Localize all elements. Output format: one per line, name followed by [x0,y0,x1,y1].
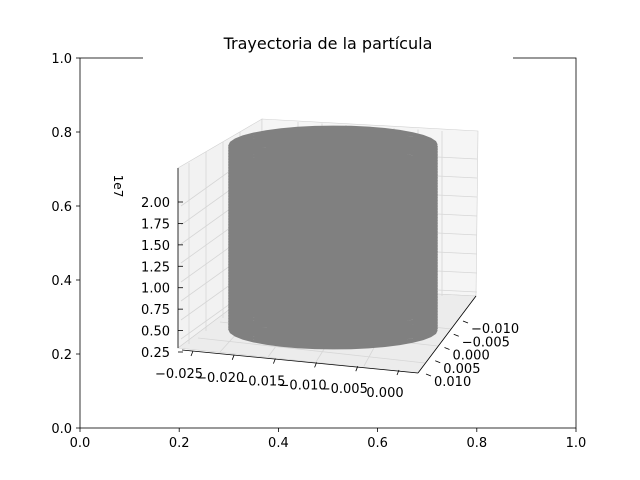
y-tick-3d [453,333,459,337]
background-y-tick-label: 0.8 [51,126,72,141]
background-y-ticks: 0.0 0.2 0.4 0.6 0.8 1.0 [51,52,80,437]
z-tick-label-3d: 1.50 [141,239,170,254]
x-axis-line [181,349,419,374]
x-tick-3d [355,366,359,372]
y-tick-3d [444,347,450,350]
x-tick-3d [396,369,400,376]
z-tick-label-3d: 0.75 [141,303,170,318]
background-x-tick-label: 0.0 [70,436,91,451]
background-x-ticks: 0.0 0.2 0.4 0.6 0.8 1.0 [70,428,587,451]
y-tick-label-3d: 0.010 [434,375,471,390]
x-tick-3d [231,354,235,360]
x-tick-label-3d: −0.010 [279,378,327,393]
y-tick-3d [435,360,441,364]
x-tick-3d [190,350,194,357]
y-tick-3d [462,320,469,324]
trajectory-line [228,125,438,350]
x-tick-3d [273,358,276,364]
background-x-tick-label: 1.0 [566,436,587,451]
z-tick-label-3d: 1.00 [141,282,170,297]
background-x-tick-label: 0.8 [466,436,487,451]
x-tick-label-3d: 0.000 [366,386,403,401]
grid-line [197,337,426,364]
x-tick-label-3d: −0.025 [155,367,203,382]
y-tick-label-3d: 0.005 [443,362,480,377]
y-tick-label-3d: −0.005 [462,335,510,350]
background-y-tick-label: 0.6 [51,200,72,215]
x-tick-label-3d: −0.015 [237,375,285,390]
y-tick-label-3d: 0.000 [453,349,490,364]
z-ticks-3d: 0.25 0.50 0.75 1.00 1.25 1.50 1.75 2.00 [141,196,183,361]
background-x-tick-label: 0.2 [169,436,190,451]
z-tick-label-3d: 0.50 [141,325,170,340]
x-tick-label-3d: −0.005 [320,382,368,397]
y-tick-3d [425,373,432,377]
background-y-tick-label: 0.2 [51,348,72,363]
background-x-tick-label: 0.6 [367,436,388,451]
z-tick-label-3d: 1.75 [141,217,170,232]
trajectory-series [228,125,438,350]
background-y-tick-label: 1.0 [51,52,72,67]
y-axis-line [417,295,477,374]
x-tick-3d [314,362,317,368]
x-tick-label-3d: −0.020 [196,371,244,386]
z-offset-label: 1e7 [111,175,125,198]
z-tick-label-3d: 0.25 [141,346,170,361]
y-tick-label-3d: −0.010 [471,322,519,337]
background-axes: 0.0 0.2 0.4 0.6 0.8 1.0 0.0 0.2 0.4 0.6 0.8 1.0 [51,52,586,451]
z-tick-label-3d: 2.00 [141,196,170,211]
background-y-tick-label: 0.4 [51,274,72,289]
background-x-tick-label: 0.4 [268,436,289,451]
chart-title: Trayectoria de la partícula [223,34,433,53]
title-mask [143,56,513,62]
z-tick-label-3d: 1.25 [141,260,170,275]
background-y-tick-label: 0.0 [51,422,72,437]
